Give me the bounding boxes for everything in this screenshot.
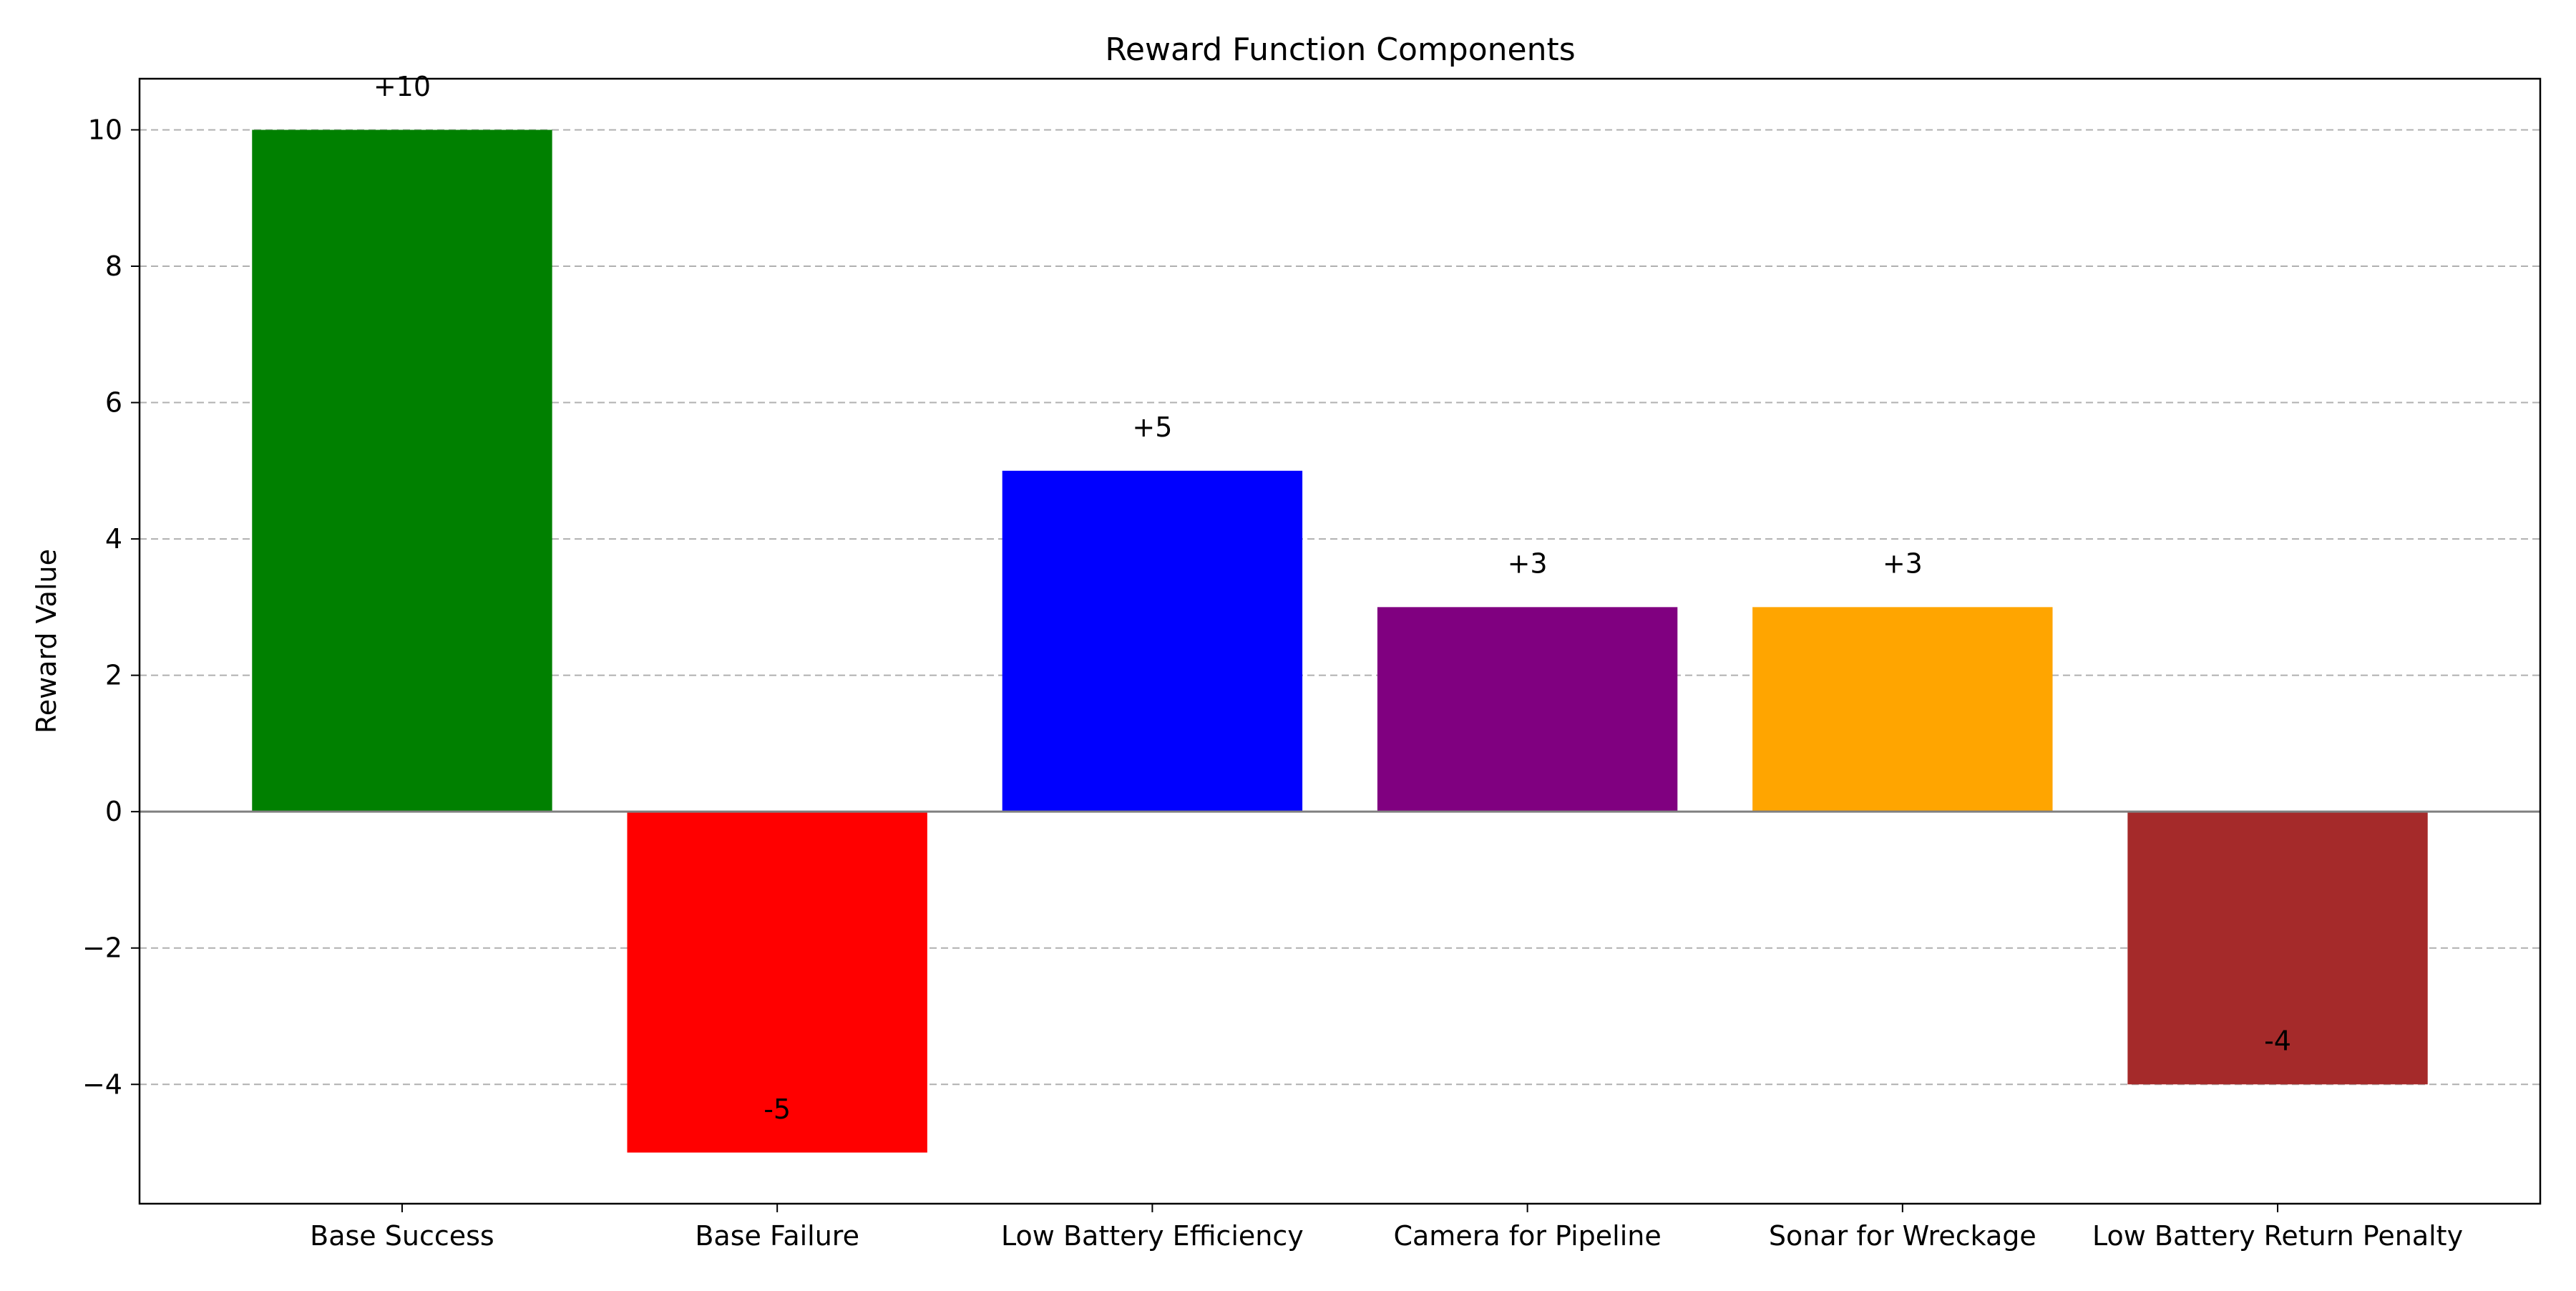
x-tick-label: Low Battery Efficiency	[1001, 1220, 1304, 1252]
data-label: +5	[1132, 411, 1172, 443]
y-tick-label: 0	[105, 796, 122, 827]
x-tick-label: Low Battery Return Penalty	[2092, 1220, 2463, 1252]
bar	[1752, 607, 2053, 812]
y-tick-label: 8	[105, 250, 122, 282]
bar	[2127, 812, 2428, 1085]
y-tick-label: 10	[88, 114, 122, 145]
x-tick-label: Base Success	[310, 1220, 494, 1252]
data-labels: +10 -5 +5 +3 +3 -4	[374, 71, 2291, 1125]
x-tick-label: Camera for Pipeline	[1393, 1220, 1661, 1252]
data-label: +3	[1508, 548, 1548, 580]
data-label: -4	[2264, 1026, 2291, 1057]
y-tick-label: −4	[82, 1068, 122, 1100]
bar	[252, 130, 552, 812]
y-tick-label: 4	[105, 523, 122, 555]
bar	[627, 812, 927, 1153]
plot-frame	[138, 77, 2542, 1205]
x-tick-label: Sonar for Wreckage	[1769, 1220, 2036, 1252]
bars	[252, 130, 2428, 1153]
data-label: +3	[1883, 548, 1923, 580]
data-label: +10	[374, 71, 431, 102]
y-axis-ticks: −4 −2 0 2 4 6 8 10	[82, 114, 140, 1100]
x-axis-ticks: Base Success Base Failure Low Battery Effi…	[310, 1204, 2463, 1252]
x-tick-label: Base Failure	[695, 1220, 859, 1252]
y-tick-label: −2	[82, 932, 122, 964]
chart-title: Reward Function Components	[1105, 31, 1575, 68]
y-tick-label: 2	[105, 660, 122, 691]
y-axis-label: Reward Value	[31, 549, 62, 734]
bar	[1002, 470, 1303, 812]
y-tick-label: 6	[105, 387, 122, 419]
data-label: -5	[763, 1093, 791, 1125]
bar	[1377, 607, 1678, 812]
